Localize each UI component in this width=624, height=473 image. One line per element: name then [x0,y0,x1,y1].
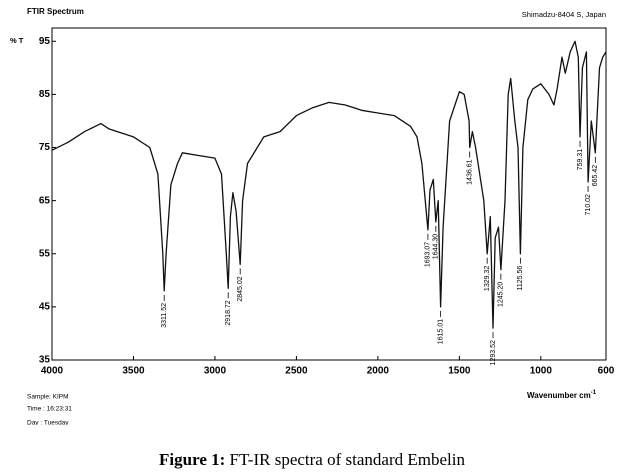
caption-label: Figure 1: [159,450,225,469]
y-axis-label: % T [10,36,24,45]
y-tick-label: 95 [39,36,51,47]
peak-label: 1125.56 [517,266,524,291]
crop-mask [0,425,624,435]
x-tick-label: 1000 [530,366,553,377]
x-tick-label: 600 [598,366,615,377]
plot-frame [51,27,607,361]
y-tick-label: 65 [39,195,51,206]
y-tick-label: 75 [39,142,51,153]
instrument: Shimadzu-8404 S, Japan [522,10,606,19]
info-line: Day : Tuesday [27,420,69,427]
peak-label: 1693.07 [425,242,432,267]
x-tick-label: 1500 [448,366,471,377]
y-tick-label: 35 [39,355,51,366]
chart-title: FTIR Spectrum [27,7,84,16]
caption-text: FT-IR spectra of standard Embelin [230,450,466,469]
spectrum-line [51,40,607,329]
peak-label: 1615.01 [437,319,444,344]
y-tick-label: 45 [39,302,51,313]
x-tick-label: 3500 [122,366,145,377]
info-line: Sample: KIPM [27,394,69,401]
peak-label: 2918.72 [225,300,232,325]
x-tick-label: 2000 [367,366,390,377]
x-tick-label: 4000 [41,366,64,377]
info-line: Time : 16:23:31 [27,406,72,413]
x-tick-label: 3000 [204,366,227,377]
x-axis-label-text: Wavenumber cm [527,391,591,400]
peak-label: 2845.02 [237,276,244,301]
peak-label: 3311.52 [161,303,168,328]
peak-label: 759.31 [577,149,584,171]
peak-label: 1436.61 [467,159,474,184]
caption: Figure 1: FT-IR spectra of standard Embe… [159,450,465,469]
peak-label: 1245.20 [498,282,505,307]
y-tick-label: 85 [39,89,51,100]
x-axis-label: Wavenumber cm-1 [527,390,597,401]
y-tick-label: 55 [39,248,51,259]
peak-label: 710.02 [585,194,592,216]
x-axis-label-sup: -1 [591,390,597,396]
x-tick-label: 2500 [285,366,308,377]
peak-label: 1329.32 [484,266,491,291]
peak-label: 1644.30 [433,234,440,259]
peak-label: 665.42 [592,165,599,187]
peak-label: 1293.52 [490,340,497,365]
